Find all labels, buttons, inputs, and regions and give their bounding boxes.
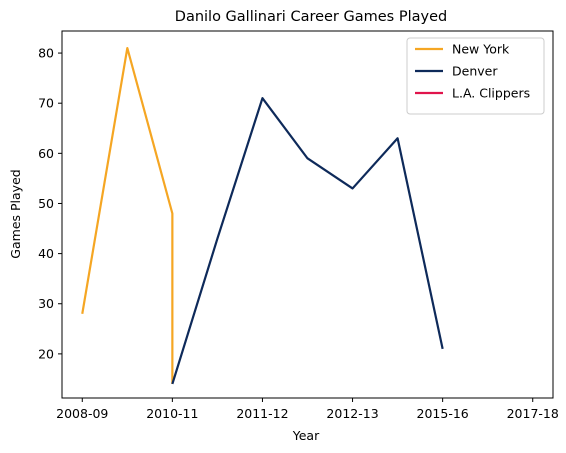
y-tick-label: 70 <box>38 96 54 111</box>
x-axis-label: Year <box>292 428 320 443</box>
axes-layer <box>61 30 554 399</box>
series-layer <box>81 46 444 385</box>
y-tick-label: 30 <box>38 296 54 311</box>
x-tick-label: 2017-18 <box>507 406 559 421</box>
y-tick-label: 40 <box>38 246 54 261</box>
y-axis-ticks: 20 30 40 50 60 70 80 <box>38 46 62 361</box>
legend-box <box>406 37 545 115</box>
x-tick-label: 2015-16 <box>417 406 469 421</box>
x-tick-label: 2008-09 <box>56 406 108 421</box>
y-axis-label: Games Played <box>8 169 23 258</box>
y-tick-label: 80 <box>38 46 54 61</box>
y-tick-label: 60 <box>38 146 54 161</box>
legend-label: Denver <box>452 64 498 79</box>
series-line-new-york <box>81 46 174 384</box>
x-axis-ticks: 2008-09 2010-11 2011-12 2012-13 2015-16 2017-… <box>56 398 559 421</box>
chart-title: Danilo Gallinari Career Games Played <box>175 9 447 25</box>
x-tick-label: 2011-12 <box>236 406 288 421</box>
x-tick-label: 2010-11 <box>146 406 198 421</box>
series-line-denver <box>171 97 444 385</box>
legend-label: New York <box>452 42 510 57</box>
y-tick-label: 20 <box>38 346 54 361</box>
plot-frame <box>61 30 554 399</box>
legend: New York Denver L.A. Clippers <box>406 37 545 115</box>
legend-label: L.A. Clippers <box>452 86 530 101</box>
x-tick-label: 2012-13 <box>326 406 378 421</box>
y-tick-label: 50 <box>38 196 54 211</box>
